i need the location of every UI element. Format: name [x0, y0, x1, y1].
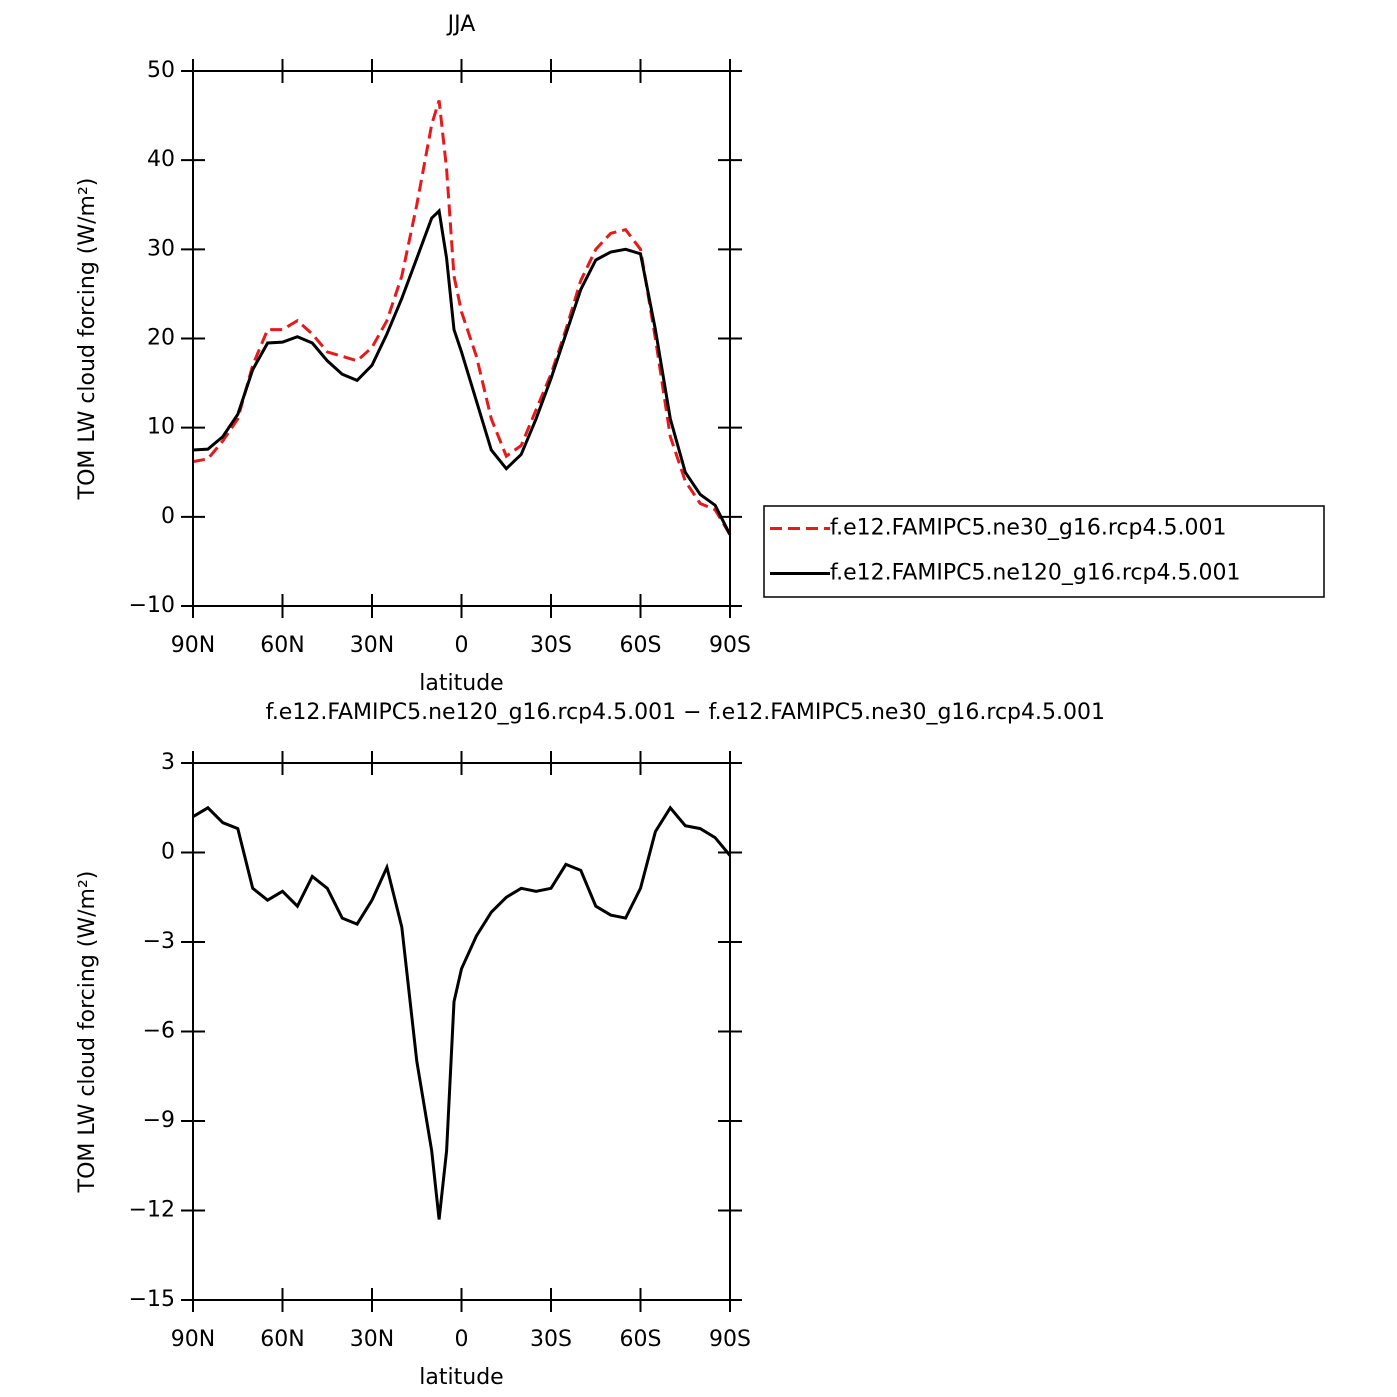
data-line — [192, 99, 732, 536]
y-tick-label: 10 — [147, 415, 175, 440]
y-tick-label: 0 — [161, 840, 175, 865]
plot-frame — [192, 70, 731, 607]
y-tick-label: 3 — [161, 750, 175, 775]
legend-label: f.e12.FAMIPC5.ne30_g16.rcp4.5.001 — [830, 516, 1226, 541]
x-tick-label: 30N — [350, 633, 394, 658]
x-tick-label: 0 — [455, 1327, 469, 1352]
x-tick-label: 60N — [260, 633, 304, 658]
x-tick-label: 90S — [709, 1327, 751, 1352]
y-tick-label: −6 — [143, 1019, 175, 1044]
x-tick-label: 90N — [171, 633, 215, 658]
x-tick-label: 60S — [620, 633, 662, 658]
y-tick-label: 20 — [147, 326, 175, 351]
x-tick-label: 60N — [260, 1327, 304, 1352]
x-axis-label: latitude — [419, 671, 503, 696]
x-axis-label: latitude — [419, 1365, 503, 1390]
y-tick-label: 0 — [161, 504, 175, 529]
y-tick-label: −3 — [143, 929, 175, 954]
y-tick-label: 50 — [147, 58, 175, 83]
legend-label: f.e12.FAMIPC5.ne120_g16.rcp4.5.001 — [830, 561, 1240, 586]
data-line — [192, 805, 732, 1220]
legend-box — [763, 505, 1325, 598]
x-tick-label: 90N — [171, 1327, 215, 1352]
y-tick-label: −15 — [129, 1287, 175, 1312]
y-axis-label: TOM LW cloud forcing (W/m²) — [75, 178, 100, 501]
y-tick-label: −9 — [143, 1108, 175, 1133]
y-tick-label: −10 — [129, 593, 175, 618]
x-tick-label: 30S — [530, 633, 572, 658]
y-axis-label: TOM LW cloud forcing (W/m²) — [75, 871, 100, 1194]
y-tick-label: 30 — [147, 236, 175, 261]
y-tick-label: 40 — [147, 147, 175, 172]
plot-frame — [192, 762, 731, 1301]
x-tick-label: 0 — [455, 633, 469, 658]
x-tick-label: 90S — [709, 633, 751, 658]
x-tick-label: 60S — [620, 1327, 662, 1352]
x-tick-label: 30S — [530, 1327, 572, 1352]
chart-title: f.e12.FAMIPC5.ne120_g16.rcp4.5.001 − f.e… — [266, 700, 1105, 725]
y-tick-label: −12 — [129, 1198, 175, 1223]
x-tick-label: 30N — [350, 1327, 394, 1352]
data-line — [192, 207, 732, 536]
chart-title: JJA — [446, 12, 476, 37]
